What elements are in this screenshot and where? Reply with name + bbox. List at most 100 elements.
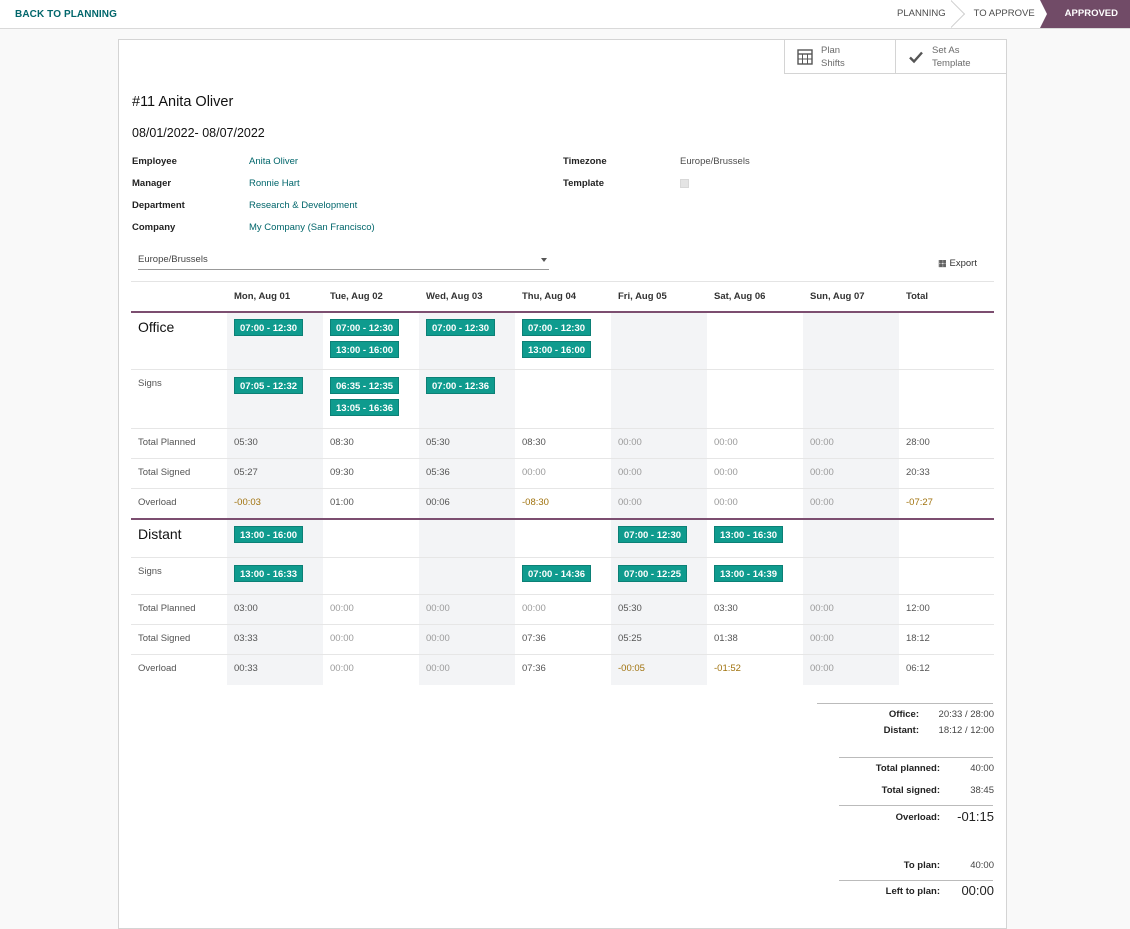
row-divider: [131, 594, 994, 595]
sign-pill[interactable]: 13:00 - 14:39: [714, 565, 784, 582]
sign-pill[interactable]: 07:05 - 12:32: [234, 377, 304, 394]
employee-label: Employee: [132, 156, 177, 167]
row-divider: [131, 557, 994, 558]
column-shade: [419, 520, 515, 685]
calendar-grid-icon: [796, 49, 813, 66]
cell-value: 01:38: [714, 633, 738, 644]
template-label: Template: [563, 178, 605, 189]
row-label: Overload: [138, 497, 177, 508]
manager-label: Manager: [132, 178, 172, 189]
timezone-value: Europe/Brussels: [680, 156, 750, 167]
set-as-template-button[interactable]: Set As Template: [895, 40, 1006, 74]
shift-pill[interactable]: 13:00 - 16:00: [522, 341, 592, 358]
row-label: Total Planned: [138, 603, 196, 614]
column-header: Mon, Aug 01: [234, 291, 291, 302]
row-divider: [131, 369, 994, 370]
column-shade: [227, 520, 323, 685]
cell-value: 00:00: [330, 663, 354, 674]
shift-pill[interactable]: 13:00 - 16:30: [714, 526, 784, 543]
sign-pill[interactable]: 13:00 - 16:33: [234, 565, 304, 582]
shift-pill[interactable]: 07:00 - 12:30: [618, 526, 688, 543]
employee-link[interactable]: Anita Oliver: [249, 156, 299, 167]
cell-value: 05:25: [618, 633, 642, 644]
shift-pill[interactable]: 13:00 - 16:00: [330, 341, 400, 358]
shift-pill[interactable]: 07:00 - 12:30: [522, 319, 592, 336]
summary-distant-label: Distant:: [883, 725, 919, 736]
cell-value: 00:00: [714, 437, 738, 448]
row-label: Overload: [138, 663, 177, 674]
sign-pill[interactable]: 07:00 - 12:25: [618, 565, 688, 582]
cell-value: -00:03: [234, 497, 261, 508]
sign-pill[interactable]: 06:35 - 12:35: [330, 377, 400, 394]
row-divider: [131, 488, 994, 489]
sign-pill[interactable]: 07:00 - 14:36: [522, 565, 592, 582]
summary-office-label: Office:: [888, 709, 919, 720]
row-label: Total Signed: [138, 467, 191, 478]
cell-value: 00:00: [810, 663, 834, 674]
cell-value: 00:00: [618, 437, 642, 448]
column-shade: [611, 313, 707, 518]
signs-label: Signs: [138, 378, 162, 389]
summary-total-signed-label: Total signed:: [881, 785, 940, 796]
sign-pill[interactable]: 07:00 - 12:36: [426, 377, 496, 394]
company-link[interactable]: My Company (San Francisco): [249, 222, 375, 233]
caret-down-icon: [541, 258, 547, 262]
column-header: Sat, Aug 06: [714, 291, 766, 302]
cell-value: 00:00: [330, 603, 354, 614]
summary-total-signed-value: 38:45: [970, 785, 994, 796]
timezone-select[interactable]: Europe/Brussels: [138, 254, 549, 270]
signs-label: Signs: [138, 566, 162, 577]
column-header: Total: [906, 291, 928, 302]
shift-pill[interactable]: 07:00 - 12:30: [234, 319, 304, 336]
sign-pill[interactable]: 13:05 - 16:36: [330, 399, 400, 416]
cell-value: 00:00: [330, 633, 354, 644]
cell-value: 20:33: [906, 467, 930, 478]
department-link[interactable]: Research & Development: [249, 200, 358, 211]
cell-value: 03:30: [714, 603, 738, 614]
summary-total-planned-label: Total planned:: [875, 763, 940, 774]
cell-value: 00:06: [426, 497, 450, 508]
cell-value: 03:00: [234, 603, 258, 614]
button-box: Plan Shifts Set As Template: [784, 40, 1006, 74]
cell-value: 00:00: [426, 633, 450, 644]
stage-to-approve[interactable]: TO APPROVE: [958, 0, 1047, 28]
summary-to-plan-label: To plan:: [903, 860, 940, 871]
status-bar: PLANNING TO APPROVE APPROVED: [885, 0, 1130, 28]
cell-value: 03:33: [234, 633, 258, 644]
cell-value: 00:00: [522, 467, 546, 478]
cell-value: -00:05: [618, 663, 645, 674]
manager-link[interactable]: Ronnie Hart: [249, 178, 300, 189]
stage-planning[interactable]: PLANNING: [885, 0, 958, 28]
shift-pill[interactable]: 07:00 - 12:30: [330, 319, 400, 336]
summary-distant-value: 18:12 / 12:00: [938, 725, 994, 736]
cell-value: 00:00: [522, 603, 546, 614]
summary-left-to-plan-label: Left to plan:: [885, 886, 940, 897]
cell-value: 00:00: [810, 603, 834, 614]
summary-overload-value: -01:15: [957, 809, 994, 824]
section-divider: [131, 518, 994, 520]
export-button[interactable]: ▦ Export: [938, 258, 977, 269]
back-to-planning-link[interactable]: BACK TO PLANNING: [15, 9, 117, 20]
cell-value: 05:30: [618, 603, 642, 614]
table-icon: ▦: [937, 258, 947, 269]
cell-value: 12:00: [906, 603, 930, 614]
summary-total-planned-value: 40:00: [970, 763, 994, 774]
cell-value: 07:36: [522, 663, 546, 674]
shift-pill[interactable]: 07:00 - 12:30: [426, 319, 496, 336]
cell-value: 00:00: [810, 497, 834, 508]
cell-value: 00:00: [810, 633, 834, 644]
cell-value: 00:00: [618, 467, 642, 478]
summary-to-plan-value: 40:00: [970, 860, 994, 871]
stage-approved[interactable]: APPROVED: [1039, 0, 1130, 28]
template-checkbox[interactable]: [680, 179, 689, 188]
cell-value: 05:27: [234, 467, 258, 478]
column-header: Thu, Aug 04: [522, 291, 577, 302]
plan-shifts-button[interactable]: Plan Shifts: [784, 40, 895, 74]
timezone-select-value: Europe/Brussels: [138, 254, 208, 265]
set-as-template-label: Set As Template: [932, 45, 971, 69]
cell-value: -07:27: [906, 497, 933, 508]
row-divider: [131, 458, 994, 459]
cell-value: 00:33: [234, 663, 258, 674]
row-label: Total Signed: [138, 633, 191, 644]
shift-pill[interactable]: 13:00 - 16:00: [234, 526, 304, 543]
